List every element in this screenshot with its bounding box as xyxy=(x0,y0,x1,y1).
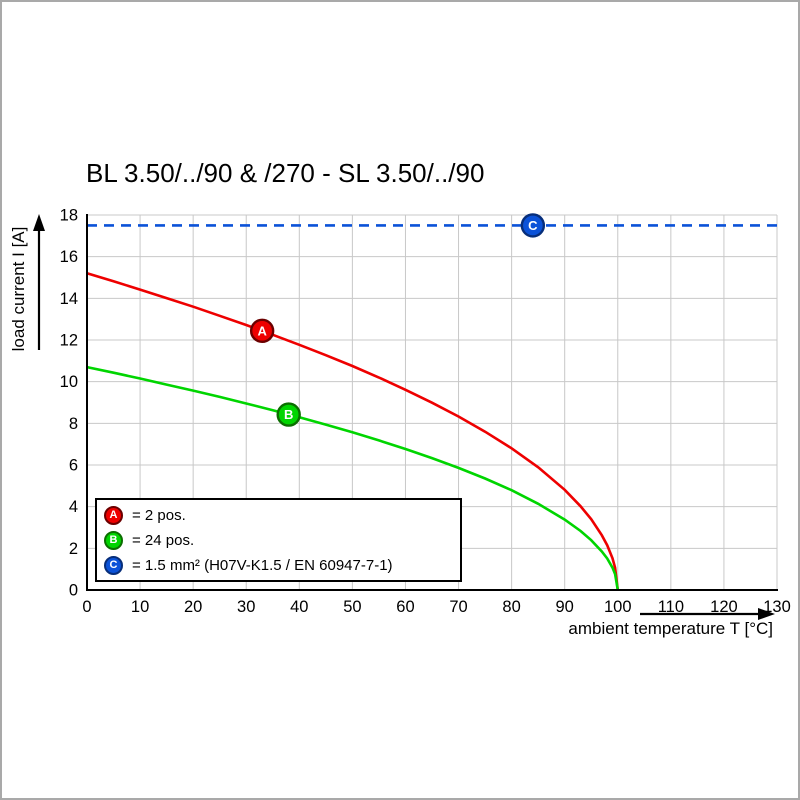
y-tick-label: 0 xyxy=(69,582,78,600)
legend: A = 2 pos. B = 24 pos. C = 1.5 mm² (H07V… xyxy=(95,498,462,582)
x-tick-label: 90 xyxy=(556,598,574,616)
series-c-marker-icon: C xyxy=(104,555,123,575)
legend-label-a: = 2 pos. xyxy=(132,506,186,524)
x-tick-label: 60 xyxy=(396,598,414,616)
marker-B xyxy=(276,402,301,427)
y-tick-label: 14 xyxy=(60,290,78,308)
y-tick-label: 4 xyxy=(69,498,78,516)
series-a-letter: A xyxy=(109,508,118,521)
y-tick-label: 12 xyxy=(60,332,78,350)
marker-letter-C: C xyxy=(528,218,538,233)
marker-A xyxy=(249,318,275,344)
y-tick-label: 18 xyxy=(60,207,78,225)
marker-letter-A: A xyxy=(257,323,267,338)
x-axis-title: ambient temperature T [°C] xyxy=(568,619,773,638)
legend-label-c: = 1.5 mm² (H07V-K1.5 / EN 60947-7-1) xyxy=(132,556,393,574)
marker-letter-B: B xyxy=(284,407,293,422)
x-tick-label: 10 xyxy=(131,598,149,616)
legend-item-c: C = 1.5 mm² (H07V-K1.5 / EN 60947-7-1) xyxy=(104,554,460,576)
x-axis-arrowhead-icon xyxy=(758,608,775,620)
y-tick-label: 16 xyxy=(60,248,78,266)
series-b-marker-icon: B xyxy=(104,530,123,550)
y-axis-arrowhead-icon xyxy=(33,214,45,231)
x-tick-label: 130 xyxy=(763,598,791,616)
x-tick-label: 50 xyxy=(343,598,361,616)
x-tick-label: 120 xyxy=(710,598,738,616)
x-tick-label: 70 xyxy=(449,598,467,616)
y-tick-label: 10 xyxy=(60,373,78,391)
series-b-letter: B xyxy=(109,533,118,546)
y-tick-label: 8 xyxy=(69,415,78,433)
legend-label-b: = 24 pos. xyxy=(132,531,195,549)
series-a-marker-icon: A xyxy=(104,505,123,525)
curve-B xyxy=(86,365,620,591)
y-tick-label: 6 xyxy=(69,457,78,475)
marker-C xyxy=(520,213,546,238)
x-tick-label: 100 xyxy=(604,598,632,616)
curve-A xyxy=(86,272,620,591)
y-axis-title: load current I [A] xyxy=(9,226,28,352)
x-tick-label: 80 xyxy=(502,598,520,616)
x-tick-label: 20 xyxy=(184,598,202,616)
x-tick-label: 40 xyxy=(290,598,308,616)
legend-item-a: A = 2 pos. xyxy=(104,504,460,526)
x-tick-label: 30 xyxy=(237,598,255,616)
legend-item-b: B = 24 pos. xyxy=(104,529,460,551)
chart-title: BL 3.50/../90 & /270 - SL 3.50/../90 xyxy=(86,158,485,188)
x-tick-label: 110 xyxy=(658,598,684,616)
series-c-letter: C xyxy=(109,558,118,571)
x-tick-label: 0 xyxy=(82,598,91,616)
y-tick-label: 2 xyxy=(69,540,78,558)
